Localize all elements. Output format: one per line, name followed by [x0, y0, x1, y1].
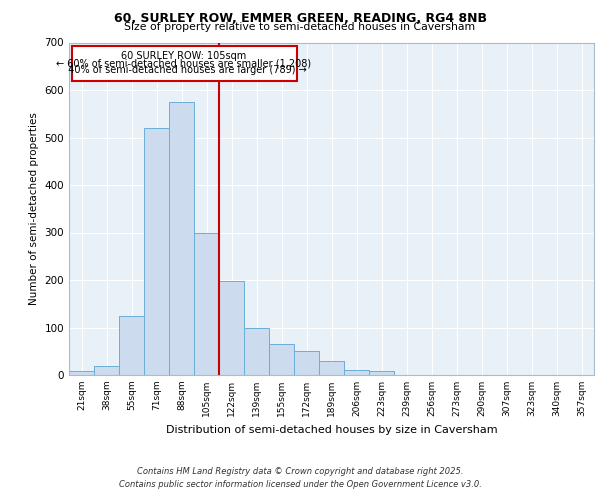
Bar	[219, 282, 244, 375]
Text: 60 SURLEY ROW: 105sqm: 60 SURLEY ROW: 105sqm	[121, 50, 247, 60]
Bar	[169, 102, 194, 375]
Bar	[244, 328, 269, 375]
Bar	[119, 316, 144, 375]
Text: Size of property relative to semi-detached houses in Caversham: Size of property relative to semi-detach…	[124, 22, 476, 32]
X-axis label: Distribution of semi-detached houses by size in Caversham: Distribution of semi-detached houses by …	[166, 424, 497, 434]
Bar	[194, 232, 219, 375]
Text: 40% of semi-detached houses are larger (789) →: 40% of semi-detached houses are larger (…	[62, 66, 307, 76]
Text: 60, SURLEY ROW, EMMER GREEN, READING, RG4 8NB: 60, SURLEY ROW, EMMER GREEN, READING, RG…	[113, 12, 487, 26]
Text: Contains public sector information licensed under the Open Government Licence v3: Contains public sector information licen…	[119, 480, 481, 489]
Bar	[369, 371, 394, 375]
Bar	[294, 351, 319, 375]
Bar	[69, 371, 94, 375]
Text: Contains HM Land Registry data © Crown copyright and database right 2025.: Contains HM Land Registry data © Crown c…	[137, 467, 463, 476]
Text: ← 60% of semi-detached houses are smaller (1,208): ← 60% of semi-detached houses are smalle…	[56, 58, 311, 68]
Bar	[94, 366, 119, 375]
Bar	[144, 128, 169, 375]
Bar	[344, 370, 369, 375]
Bar	[319, 361, 344, 375]
Bar	[269, 344, 294, 375]
Y-axis label: Number of semi-detached properties: Number of semi-detached properties	[29, 112, 39, 305]
FancyBboxPatch shape	[71, 46, 296, 82]
